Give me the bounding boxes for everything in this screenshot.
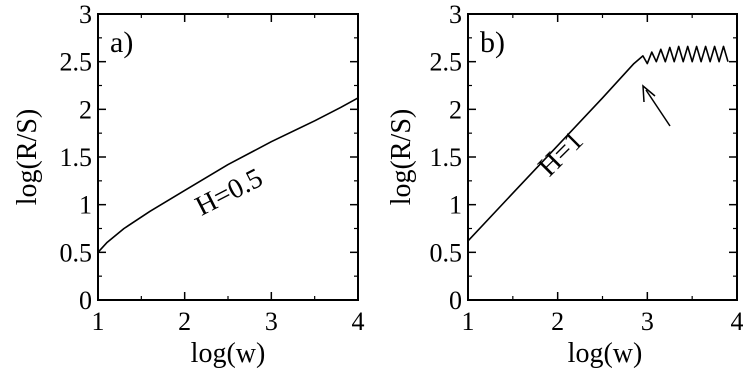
y-tick-label-a: 2 (79, 95, 92, 124)
y-tick-label-a: 0.5 (60, 238, 93, 267)
plot-frame-b (467, 13, 738, 301)
x-axis-label-b: log(w) (568, 338, 643, 369)
x-tick-label-a: 4 (352, 307, 365, 336)
panel-label-a: a) (110, 26, 133, 59)
x-tick-label-b: 4 (731, 307, 743, 336)
tick-labels-a: 1 2 3 4 0 0.5 1 1.5 2 2.5 3 (60, 0, 365, 336)
y-tick-label-a: 0 (79, 286, 92, 315)
x-tick-label-a: 3 (265, 307, 278, 336)
panel-label-b: b) (480, 26, 505, 59)
y-tick-label-b: 3 (449, 0, 462, 29)
x-tick-label-b: 2 (551, 307, 564, 336)
x-tick-label-b: 3 (641, 307, 654, 336)
y-tick-label-b: 0.5 (430, 238, 463, 267)
y-axis-label-a: log(R/S) (12, 109, 43, 205)
arrow-annotation (642, 84, 671, 127)
chart-panel-a: 1 2 3 4 0 0.5 1 1.5 2 2.5 3 a) log(w) log(R/S) H=0… (12, 0, 365, 369)
y-tick-label-a: 1 (79, 191, 92, 220)
y-tick-label-a: 3 (79, 0, 92, 29)
axis-ticks-a (97, 13, 359, 301)
y-tick-label-b: 1 (449, 191, 462, 220)
series-a (97, 97, 359, 253)
arrow-head (642, 84, 656, 103)
y-tick-label-b: 1.5 (430, 143, 463, 172)
series-line-b-0 (467, 45, 729, 242)
arrow-shaft (645, 89, 671, 127)
x-tick-label-a: 1 (92, 307, 105, 336)
y-tick-label-b: 2 (449, 95, 462, 124)
y-tick-label-b: 0 (449, 286, 462, 315)
y-tick-label-b: 2.5 (430, 48, 463, 77)
y-tick-label-a: 2.5 (60, 48, 93, 77)
x-tick-label-b: 1 (462, 307, 475, 336)
chart-panel-b: 1 2 3 4 0 0.5 1 1.5 2 2.5 3 b) log(w) log(R/S) H=1 (386, 0, 743, 369)
slope-annotation-a: H=0.5 (190, 162, 267, 222)
series-line-a-0 (97, 97, 359, 253)
x-axis-label-a: log(w) (191, 338, 266, 369)
y-tick-label-a: 1.5 (60, 143, 93, 172)
x-tick-label-a: 2 (178, 307, 191, 336)
axis-ticks-b (467, 13, 738, 301)
slope-annotation-b: H=1 (532, 125, 589, 182)
tick-labels-b: 1 2 3 4 0 0.5 1 1.5 2 2.5 3 (430, 0, 743, 336)
plot-frame-a (97, 13, 359, 301)
series-b (467, 45, 729, 242)
y-axis-label-b: log(R/S) (386, 109, 417, 205)
